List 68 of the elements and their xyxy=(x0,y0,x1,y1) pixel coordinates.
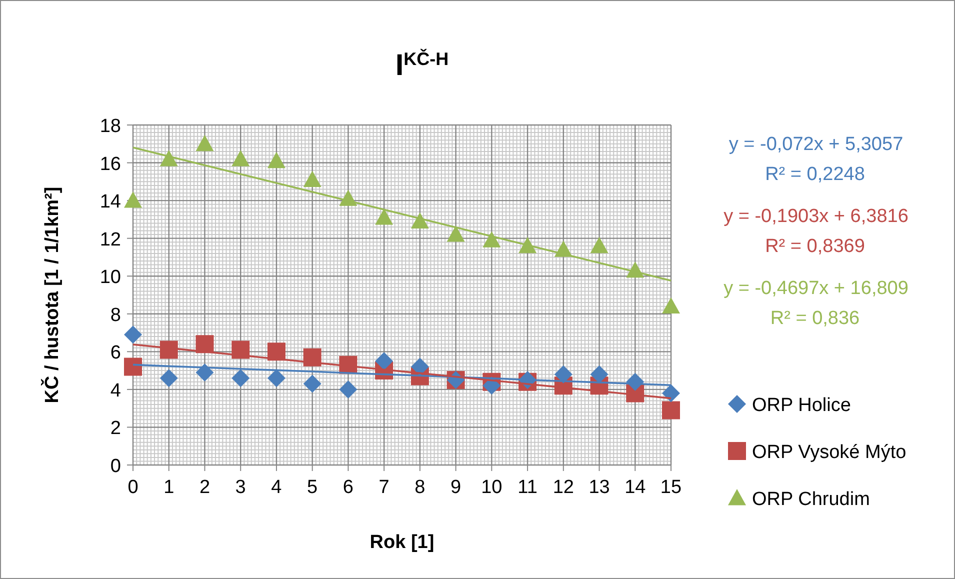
point xyxy=(196,134,214,152)
point xyxy=(662,297,680,314)
text: R² = 0,8369 xyxy=(765,236,865,257)
point xyxy=(662,401,680,420)
point xyxy=(124,358,142,376)
text: y = -0,4697x + 16,809 xyxy=(724,278,908,299)
point xyxy=(267,342,286,361)
point xyxy=(303,170,322,187)
point xyxy=(446,226,465,242)
y-tick-label: 14 xyxy=(100,192,122,213)
y-tick-label: 10 xyxy=(100,267,121,288)
x-tick-label: 13 xyxy=(588,477,610,498)
point xyxy=(662,384,680,402)
x-tick-label: 3 xyxy=(235,477,246,498)
x-tick-label: 12 xyxy=(552,477,574,498)
y-tick-label: 18 xyxy=(100,116,121,137)
x-tick-label: 1 xyxy=(164,477,174,498)
y-tick-label: 16 xyxy=(100,154,121,175)
x-tick-label: 15 xyxy=(660,477,682,498)
text: R² = 0,2248 xyxy=(765,164,865,185)
x-tick-label: 0 xyxy=(128,477,138,498)
x-axis-title: Rok [1] xyxy=(370,532,434,553)
x-tick-label: 9 xyxy=(450,477,462,498)
text: y = -0,072x + 5,3057 xyxy=(728,134,904,155)
x-tick-label: 14 xyxy=(624,477,646,498)
y-tick-label: 0 xyxy=(110,456,121,477)
point xyxy=(410,212,429,229)
text: y = -0,1903x + 6,3816 xyxy=(724,206,908,227)
point xyxy=(232,369,250,388)
point xyxy=(339,380,358,398)
point xyxy=(267,369,286,388)
x-tick-label: 6 xyxy=(342,477,354,498)
point xyxy=(482,231,501,248)
legend-label: ORP Vysoké Mýto xyxy=(752,442,906,463)
point xyxy=(410,358,429,376)
y-axis-title: KČ / hustota [1 / 1/1km²] xyxy=(40,186,63,404)
y-tick-label: 2 xyxy=(110,418,121,440)
y-tick-label: 8 xyxy=(110,304,121,326)
y-tick-label: 4 xyxy=(110,380,122,402)
chart-title: I$^{KČ-H}$ xyxy=(395,48,449,82)
y-tick-label: 12 xyxy=(100,229,121,250)
point xyxy=(303,374,322,393)
x-tick-label: 8 xyxy=(414,477,426,498)
legend-label: ORP Chrudim xyxy=(752,489,870,510)
x-tick-label: 11 xyxy=(518,477,538,498)
point xyxy=(160,340,178,359)
point xyxy=(160,369,178,388)
x-tick-label: 7 xyxy=(378,477,390,498)
point xyxy=(590,236,608,254)
point xyxy=(303,348,322,366)
point xyxy=(124,326,142,344)
point xyxy=(267,152,286,168)
point xyxy=(196,363,214,382)
text: R² = 0,836 xyxy=(770,308,860,329)
point xyxy=(196,335,214,354)
point xyxy=(375,208,394,225)
point xyxy=(590,365,608,384)
point xyxy=(232,340,250,359)
x-tick-label: 5 xyxy=(307,477,318,498)
point xyxy=(232,150,250,166)
legend-label: ORP Holice xyxy=(752,395,851,416)
x-tick-label: 4 xyxy=(271,477,282,498)
point xyxy=(554,365,572,384)
x-tick-label: 2 xyxy=(199,477,210,498)
point xyxy=(375,352,394,370)
y-tick-label: 6 xyxy=(110,342,121,364)
point xyxy=(124,192,142,208)
x-tick-label: 10 xyxy=(481,477,502,498)
